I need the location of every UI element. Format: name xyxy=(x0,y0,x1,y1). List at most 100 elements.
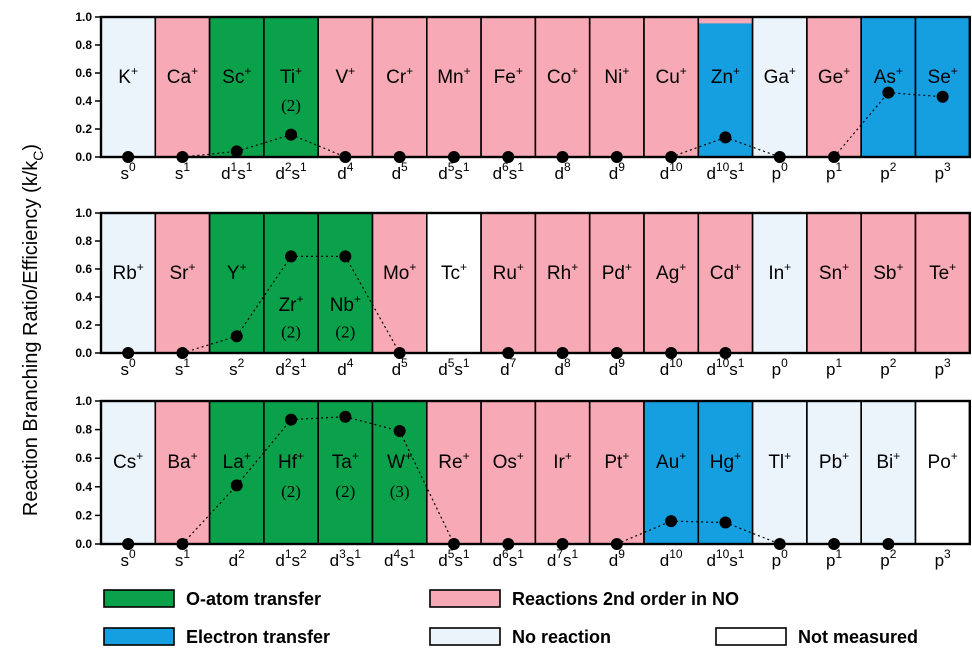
config-zr: d2​s1​ xyxy=(275,356,307,379)
ion-label-fe: Fe+ xyxy=(494,64,523,88)
ion-label-in: In+ xyxy=(768,260,791,284)
ion-label-se: Se+ xyxy=(928,64,958,88)
point-rh xyxy=(556,347,569,359)
panel-frame xyxy=(99,15,971,159)
config-po: p3​ xyxy=(935,547,951,570)
y-tick-label: 0.6 xyxy=(75,451,92,465)
ion-label-sb: Sb+ xyxy=(873,260,903,284)
ion-label-re: Re+ xyxy=(438,449,469,473)
config-ge: p1​ xyxy=(826,160,842,183)
y-tick-label: 1.0 xyxy=(75,10,92,24)
legend-swatch-notmeasured xyxy=(715,627,787,646)
ion-label-w: W+ xyxy=(387,449,412,473)
ion-label-ti: Ti+ xyxy=(280,64,302,88)
cell-ca xyxy=(154,16,211,158)
config-sc: d1​s1​ xyxy=(221,160,253,183)
config-nb: d4​ xyxy=(337,356,353,379)
config-pb: p1​ xyxy=(826,547,842,570)
config-ga: p0​ xyxy=(772,160,788,183)
ion-label-bi: Bi+ xyxy=(876,449,900,473)
ion-label-ir: Ir+ xyxy=(553,449,572,473)
point-nb xyxy=(339,250,352,263)
point-re xyxy=(447,538,460,550)
point-as xyxy=(882,86,895,99)
ion-label-cr: Cr+ xyxy=(386,64,413,88)
ion-label-cd: Cd+ xyxy=(710,260,741,284)
point-co xyxy=(556,151,569,163)
point-k xyxy=(122,151,135,163)
y-tick-label: 1.0 xyxy=(75,206,92,220)
point-sc xyxy=(230,145,243,158)
point-bi xyxy=(882,538,895,550)
chart-panels: 0.0 0.2 0.4 0.6 0.8 1.0 K+ s0​ Ca+ s1​ Sc+ d1​s1​ Ti… xyxy=(75,10,971,570)
panel-2: 0.0 0.2 0.4 0.6 0.8 1.0 Rb+ s0​ Sr+ s1​ Y+ s2​ Zr+ (2… xyxy=(75,206,971,379)
y-axis-label-main: Reaction Branching Ratio/Efficiency (k/k xyxy=(20,160,42,516)
ion-label-la: La+ xyxy=(223,449,251,473)
config-cu: d10​ xyxy=(660,160,683,183)
ion-label-y: Y+ xyxy=(227,260,247,284)
y-tick-label: 1.0 xyxy=(75,394,92,408)
config-au: d10​ xyxy=(660,547,683,570)
no-count-hf: (2) xyxy=(281,482,301,501)
config-ba: s1​ xyxy=(175,547,191,570)
legend-swatch-reaction2 xyxy=(429,589,501,608)
ion-label-co: Co+ xyxy=(547,64,578,88)
config-y: s2​ xyxy=(229,356,245,379)
ion-label-po: Po+ xyxy=(928,449,958,473)
y-tick-label: 0.8 xyxy=(75,423,92,437)
ion-label-ag: Ag+ xyxy=(656,260,686,284)
config-pt: d9​ xyxy=(609,547,625,570)
trend-segment xyxy=(236,256,292,337)
point-mn xyxy=(447,151,460,163)
ion-label-au: Au+ xyxy=(656,449,686,473)
cell-fe xyxy=(480,16,537,158)
point-cd xyxy=(719,347,732,359)
point-v xyxy=(339,151,352,163)
panel-frame xyxy=(99,399,971,546)
config-ir: d7​s1​ xyxy=(547,547,579,570)
ion-label-hg: Hg+ xyxy=(710,449,741,473)
point-mo xyxy=(393,347,406,359)
point-ba xyxy=(176,538,189,550)
point-os xyxy=(502,538,515,550)
point-ge xyxy=(828,151,841,163)
cell-ru xyxy=(480,212,537,354)
config-pd: d9​ xyxy=(609,356,625,379)
point-pd xyxy=(610,347,623,359)
ion-label-ni: Ni+ xyxy=(604,64,629,88)
trend-segment xyxy=(345,416,400,432)
no-count-zr: (2) xyxy=(281,323,301,342)
config-ca: s1​ xyxy=(175,160,191,183)
config-cs: s0​ xyxy=(121,547,137,570)
point-w xyxy=(393,425,406,438)
ion-label-v: V+ xyxy=(335,64,355,88)
ion-label-cu: Cu+ xyxy=(655,64,686,88)
cell-os xyxy=(480,400,537,545)
y-tick-label: 0.8 xyxy=(75,38,92,52)
y-tick-label: 0.4 xyxy=(75,94,92,108)
panel-1: 0.0 0.2 0.4 0.6 0.8 1.0 K+ s0​ Ca+ s1​ Sc+ d1​s1​ Ti… xyxy=(75,10,971,183)
config-tl: p0​ xyxy=(772,547,788,570)
legend-label-o_atom: O-atom transfer xyxy=(186,589,321,609)
trend-segment xyxy=(291,416,346,421)
y-tick-label: 0.0 xyxy=(75,537,92,551)
config-ru: d7​ xyxy=(500,356,516,379)
cell-bi xyxy=(860,400,917,545)
config-sn: p1​ xyxy=(826,356,842,379)
y-axis-label-close: ) xyxy=(20,144,42,151)
y-tick-label: 0.8 xyxy=(75,234,92,248)
ion-label-as: As+ xyxy=(874,64,903,88)
y-tick-label: 0.6 xyxy=(75,66,92,80)
point-au xyxy=(665,515,678,528)
cell-se xyxy=(914,16,971,158)
ion-label-sr: Sr+ xyxy=(169,260,195,284)
point-hf xyxy=(285,413,298,426)
config-os: d6​s1​ xyxy=(493,547,525,570)
ion-label-rb: Rb+ xyxy=(112,260,143,284)
y-tick-label: 0.0 xyxy=(75,346,92,360)
point-ni xyxy=(610,151,623,163)
cell-sr xyxy=(154,212,211,354)
no-count-nb: (2) xyxy=(335,323,355,342)
